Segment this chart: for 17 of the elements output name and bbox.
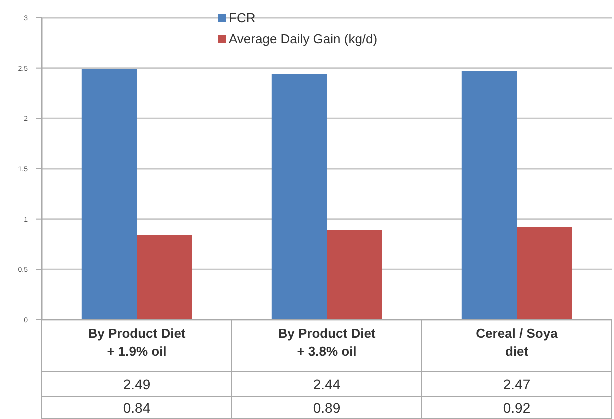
bar [137, 235, 192, 320]
x-tick-label: By Product Diet + 1.9% oil [88, 326, 186, 359]
bar [82, 69, 137, 320]
bar [327, 230, 382, 320]
bar [517, 227, 572, 320]
x-tick-label: By Product Diet + 3.8% oil [278, 326, 376, 359]
data-label: 2.44 [313, 376, 341, 392]
legend-label: Average Daily Gain (kg/d) [229, 32, 378, 47]
legend-label: FCR [229, 10, 256, 26]
data-label: 0.92 [503, 400, 531, 416]
bar [462, 71, 517, 320]
data-label: 0.84 [123, 400, 151, 416]
data-label: 0.89 [313, 400, 341, 416]
data-label: 2.49 [123, 376, 151, 392]
data-label: 2.47 [503, 376, 531, 392]
x-tick-label: Cereal / Soya diet [476, 326, 559, 359]
bar [272, 74, 327, 320]
